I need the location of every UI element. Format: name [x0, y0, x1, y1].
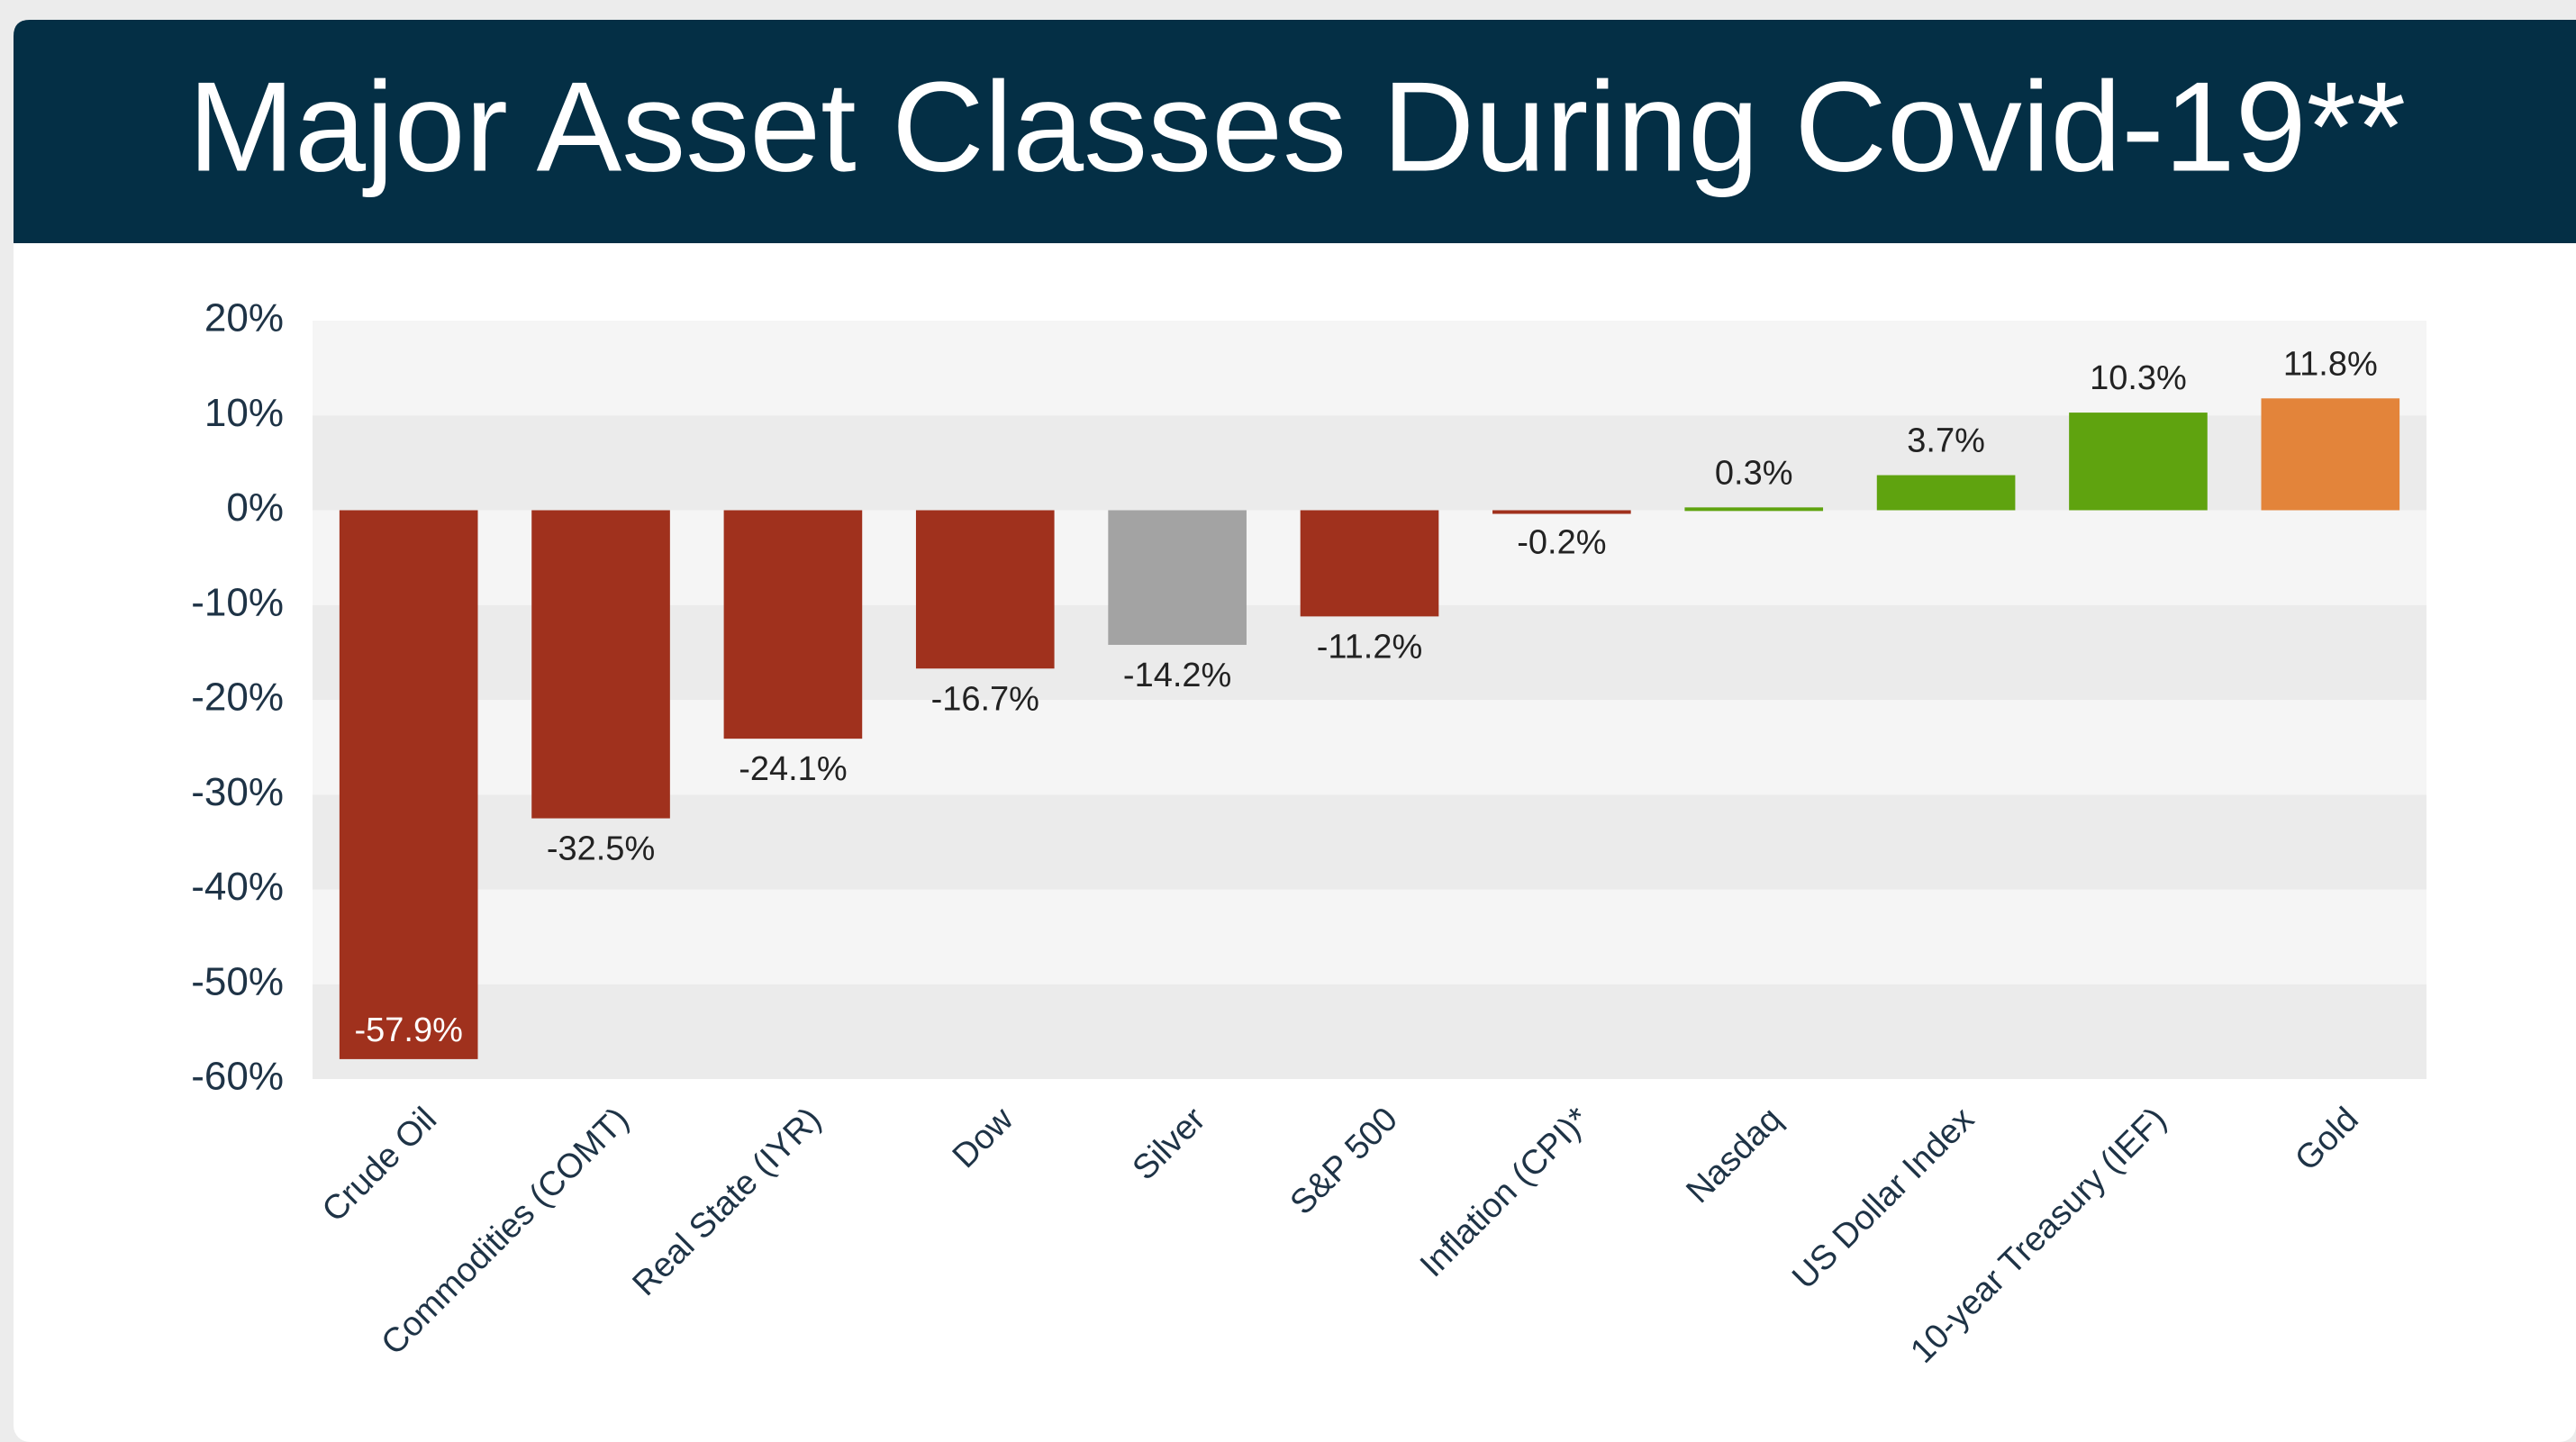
value-label: -57.9% — [354, 1011, 462, 1049]
value-label: -16.7% — [931, 680, 1039, 718]
bar — [1300, 510, 1439, 617]
bar — [339, 510, 478, 1059]
bar — [1108, 510, 1247, 645]
value-label: 11.8% — [2283, 345, 2378, 383]
y-tick-label: 0% — [226, 485, 284, 530]
y-tick-label: -30% — [191, 770, 284, 814]
y-tick-label: -40% — [191, 865, 284, 909]
y-tick-label: -50% — [191, 959, 284, 1003]
bar — [1876, 475, 2016, 511]
grid-band — [313, 321, 2426, 416]
value-label: -24.1% — [739, 750, 847, 788]
value-label: -32.5% — [547, 830, 655, 868]
bar — [2261, 398, 2400, 511]
value-label: -11.2% — [1317, 628, 1423, 666]
value-label: 3.7% — [1907, 422, 1985, 460]
bar — [1684, 507, 1824, 512]
bar — [915, 510, 1055, 669]
bar — [531, 510, 670, 819]
value-label: -14.2% — [1123, 657, 1231, 694]
grid-band — [313, 889, 2426, 984]
value-label: -0.2% — [1517, 524, 1606, 562]
value-label: 0.3% — [1715, 454, 1793, 492]
y-tick-label: -10% — [191, 580, 284, 624]
bar — [723, 510, 863, 739]
bar — [2069, 413, 2208, 511]
chart-title: Major Asset Classes During Covid-19** — [188, 56, 2406, 199]
y-tick-label: -20% — [191, 676, 284, 720]
grid-band — [313, 984, 2426, 1079]
y-tick-label: -60% — [191, 1055, 284, 1099]
bar — [1492, 510, 1631, 514]
y-tick-label: 10% — [204, 391, 284, 435]
header-bar — [14, 20, 2576, 243]
value-label: 10.3% — [2090, 359, 2187, 397]
y-tick-label: 20% — [204, 296, 284, 340]
